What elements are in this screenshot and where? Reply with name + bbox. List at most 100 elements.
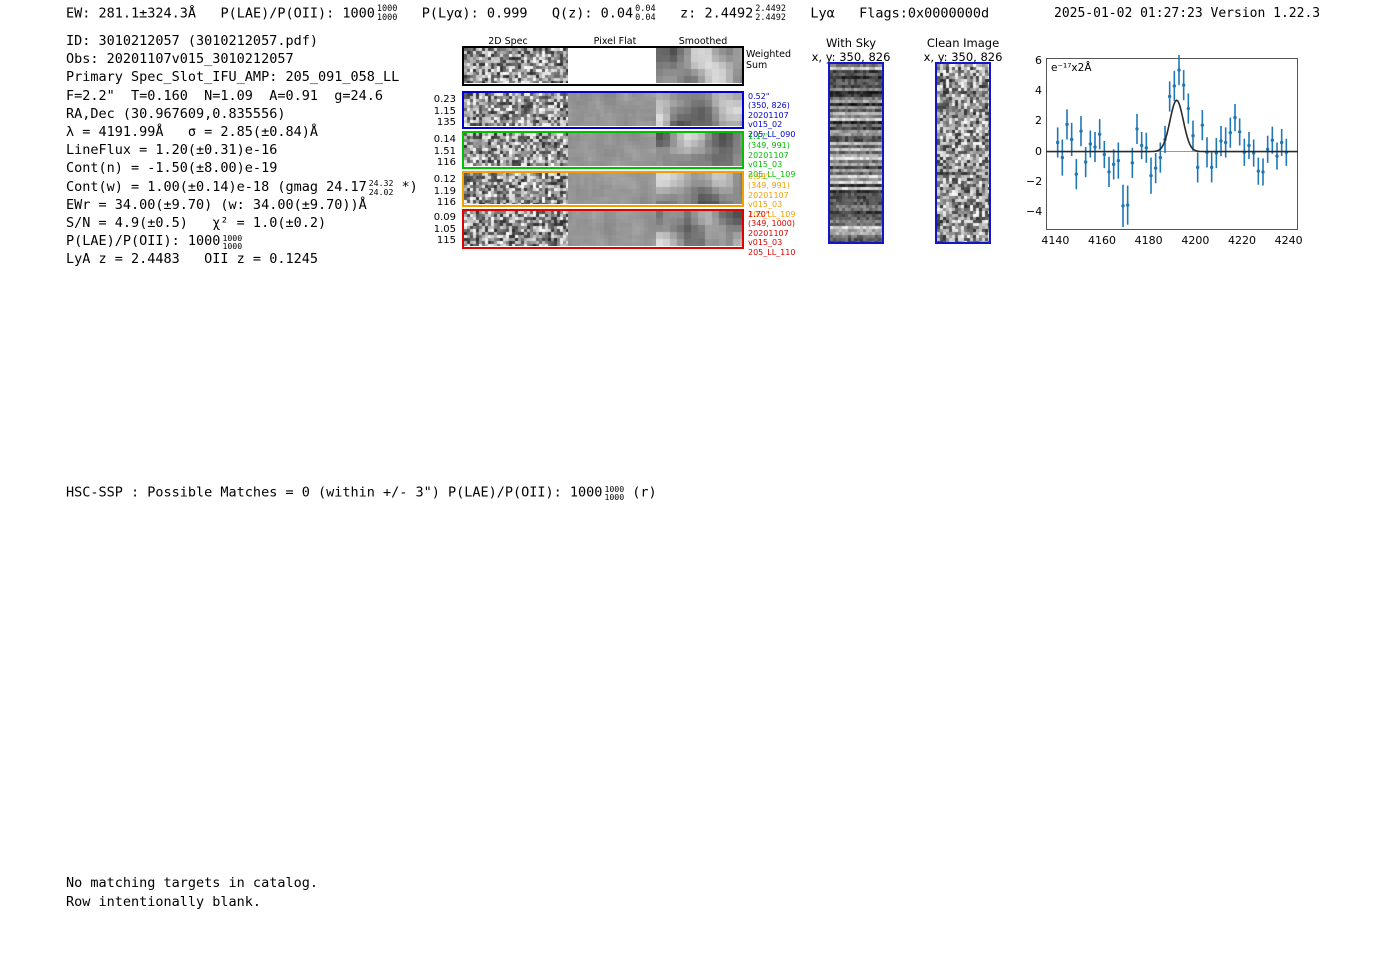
header-plya-value: 0.999: [486, 5, 528, 22]
weighted-sum-2d-spec: [464, 48, 568, 84]
spec2d-row-2d-spec: [464, 211, 568, 247]
header-plae-lo: 1000: [376, 12, 398, 23]
fit-chart-ytick: 0: [1035, 144, 1042, 158]
hsc-header-hi: 1000: [604, 484, 625, 494]
spec2d-row-side-info: 1.17" (349, 991) 20201107 v015_03 205_LL…: [748, 132, 796, 179]
header-plae-value: 1000: [342, 5, 375, 22]
spec2d-row: [462, 171, 744, 207]
info-plae-lo: 1000: [222, 241, 243, 252]
weighted-sum-label: Weighted Sum: [746, 49, 791, 71]
info-cont-n: Cont(n) = -1.50(±8.00)e-19: [66, 160, 278, 177]
spec2d-row-left-values: 0.12 1.19 116: [433, 174, 456, 209]
source-info-block: ID: 3010212057 (3010212057.pdf) Obs: 202…: [66, 32, 418, 269]
spec2d-row-left-values: 0.14 1.51 116: [433, 134, 456, 169]
fit-chart-ytick: −2: [1026, 174, 1043, 188]
info-primary-spec: Primary Spec_Slot_IFU_AMP: 205_091_058_L…: [66, 69, 400, 86]
with-sky-panel: [828, 62, 884, 244]
clean-image-subtitle: x, y: 350, 826: [923, 50, 1003, 64]
fit-chart-ytick: 2: [1035, 114, 1042, 128]
header-z-lo: 2.4492: [755, 12, 786, 23]
info-obs: Obs: 20201107v015_3010212057: [66, 51, 294, 68]
info-ewr: EWr = 34.00(±9.70) (w: 34.00(±9.70))Å: [66, 196, 367, 213]
spec2d-row-left-values: 0.23 1.15 135: [433, 94, 456, 129]
header-ew-label: EW:: [66, 5, 91, 22]
spec2d-row-smoothed: [656, 133, 742, 167]
fit-chart-xtick: 4240: [1274, 234, 1303, 247]
header-plae-hi: 1000: [376, 4, 398, 14]
header-qz-lo: 0.04: [635, 12, 656, 23]
spec2d-row-pixel-flat: [568, 173, 656, 205]
spec2d-row-smoothed: [656, 211, 742, 247]
fit-chart-xtick: 4180: [1134, 234, 1163, 247]
header-z-hi: 2.4492: [755, 4, 786, 14]
spec2d-row-pixel-flat: [568, 133, 656, 167]
header-plae-label: P(LAE)/P(OII):: [220, 5, 335, 22]
info-seeing: F=2.2" T=0.160 N=1.09 A=0.91 g=24.6: [66, 87, 383, 104]
info-plae-hi: 1000: [222, 232, 243, 243]
info-plae-pre: P(LAE)/P(OII): 1000: [66, 233, 221, 250]
fit-chart-xtick: 4200: [1181, 234, 1210, 247]
spec2d-weighted-sum-row: [462, 46, 744, 86]
header-qz-value: 0.04: [600, 5, 634, 22]
spec2d-row-smoothed: [656, 173, 742, 205]
spec2d-row-pixel-flat: [568, 211, 656, 247]
clean-image-title: Clean Image: [926, 36, 1000, 50]
line-fit-chart: [1046, 54, 1298, 230]
header-qz-hi: 0.04: [635, 4, 656, 14]
spec2d-row-pixel-flat: [568, 93, 656, 127]
info-lineflux: LineFlux = 1.20(±0.31)e-16: [66, 142, 278, 159]
fit-chart-flux-units: e⁻¹⁷x2Å: [1051, 62, 1092, 74]
spec2d-row-left-values: 0.09 1.05 115: [433, 212, 456, 247]
hsc-header-suffix: (r): [632, 484, 657, 501]
info-cont-w-hi: 24.32: [368, 178, 394, 189]
spec2d-col-title-1: Pixel Flat: [593, 36, 637, 47]
timestamp-version: 2025-01-02 01:27:23 Version 1.22.3: [1054, 6, 1321, 21]
spec2d-row-2d-spec: [464, 93, 568, 127]
fit-chart-ytick: 4: [1035, 84, 1042, 98]
gaussian-fit-curve: [1046, 99, 1298, 153]
bottom-note: No matching targets in catalog. Row inte…: [66, 875, 318, 910]
fit-chart-ytick: −4: [1026, 204, 1043, 218]
spec2d-row-side-info: 0.99" (349, 991) 20201107 v015_03 205_LL…: [748, 172, 796, 219]
header-z-label: z:: [680, 5, 697, 22]
header-flags: Flags:0x0000000d: [859, 5, 990, 22]
weighted-sum-pixel-flat: [568, 48, 656, 83]
info-redshifts: LyA z = 2.4483 OII z = 0.1245: [66, 251, 318, 268]
fit-chart-xtick: 4160: [1088, 234, 1116, 247]
hsc-header-lo: 1000: [604, 492, 625, 503]
info-cont-w: Cont(w) = 1.00(±0.14)e-18 (gmag 24.17 24.…: [66, 178, 418, 196]
info-cont-w-post: *): [401, 178, 418, 195]
info-id: ID: 3010212057 (3010212057.pdf): [66, 33, 318, 49]
info-cont-w-pre: Cont(w) = 1.00(±0.14)e-18 (gmag 24.17: [66, 178, 367, 195]
header-summary-line: EW: 281.1±324.3Å P(LAE)/P(OII): 1000 1000…: [66, 5, 989, 22]
flux-data-points: [1055, 54, 1289, 227]
spec2d-col-title-0: 2D Spec: [488, 36, 528, 47]
spec2d-row-2d-spec: [464, 133, 568, 167]
with-sky-subtitle: x, y: 350, 826: [811, 50, 891, 64]
spec2d-row-smoothed: [656, 93, 742, 127]
spec2d-row-side-info: 1.70" (349, 1000) 20201107 v015_03 205_L…: [748, 210, 796, 257]
header-plya-label: P(Lyα):: [421, 5, 479, 22]
spec2d-row-side-info: 0.52" (350, 826) 20201107 v015_02 205_LL…: [748, 92, 796, 139]
hsc-header-text: HSC-SSP : Possible Matches = 0 (within +…: [66, 484, 603, 501]
fit-chart-ytick: 6: [1035, 54, 1042, 68]
hsc-header-line: HSC-SSP : Possible Matches = 0 (within +…: [66, 484, 657, 501]
header-ew-value: 281.1±324.3Å: [98, 5, 197, 22]
header-z-value: 2.4492: [704, 5, 754, 22]
header-qz-label: Q(z):: [551, 5, 593, 22]
clean-image-panel: [935, 62, 991, 244]
weighted-sum-smoothed: [656, 48, 742, 84]
info-radec: RA,Dec (30.967609,0.835556): [66, 105, 286, 122]
fit-chart-xtick: 4140: [1041, 234, 1070, 247]
spec2d-row: [462, 209, 744, 249]
spec2d-col-title-2: Smoothed: [678, 36, 728, 47]
line-fit-plot-area: [1046, 54, 1298, 230]
with-sky-title: With Sky: [825, 36, 877, 50]
info-plae: P(LAE)/P(OII): 1000 1000 1000: [66, 232, 418, 250]
info-cont-w-lo: 24.02: [368, 186, 394, 197]
spec2d-row: [462, 131, 744, 169]
info-sn-chi2: S/N = 4.9(±0.5) χ² = 1.0(±0.2): [66, 215, 327, 232]
fit-chart-xtick: 4220: [1228, 234, 1256, 247]
spec2d-row: [462, 91, 744, 129]
spec2d-row-2d-spec: [464, 173, 568, 205]
